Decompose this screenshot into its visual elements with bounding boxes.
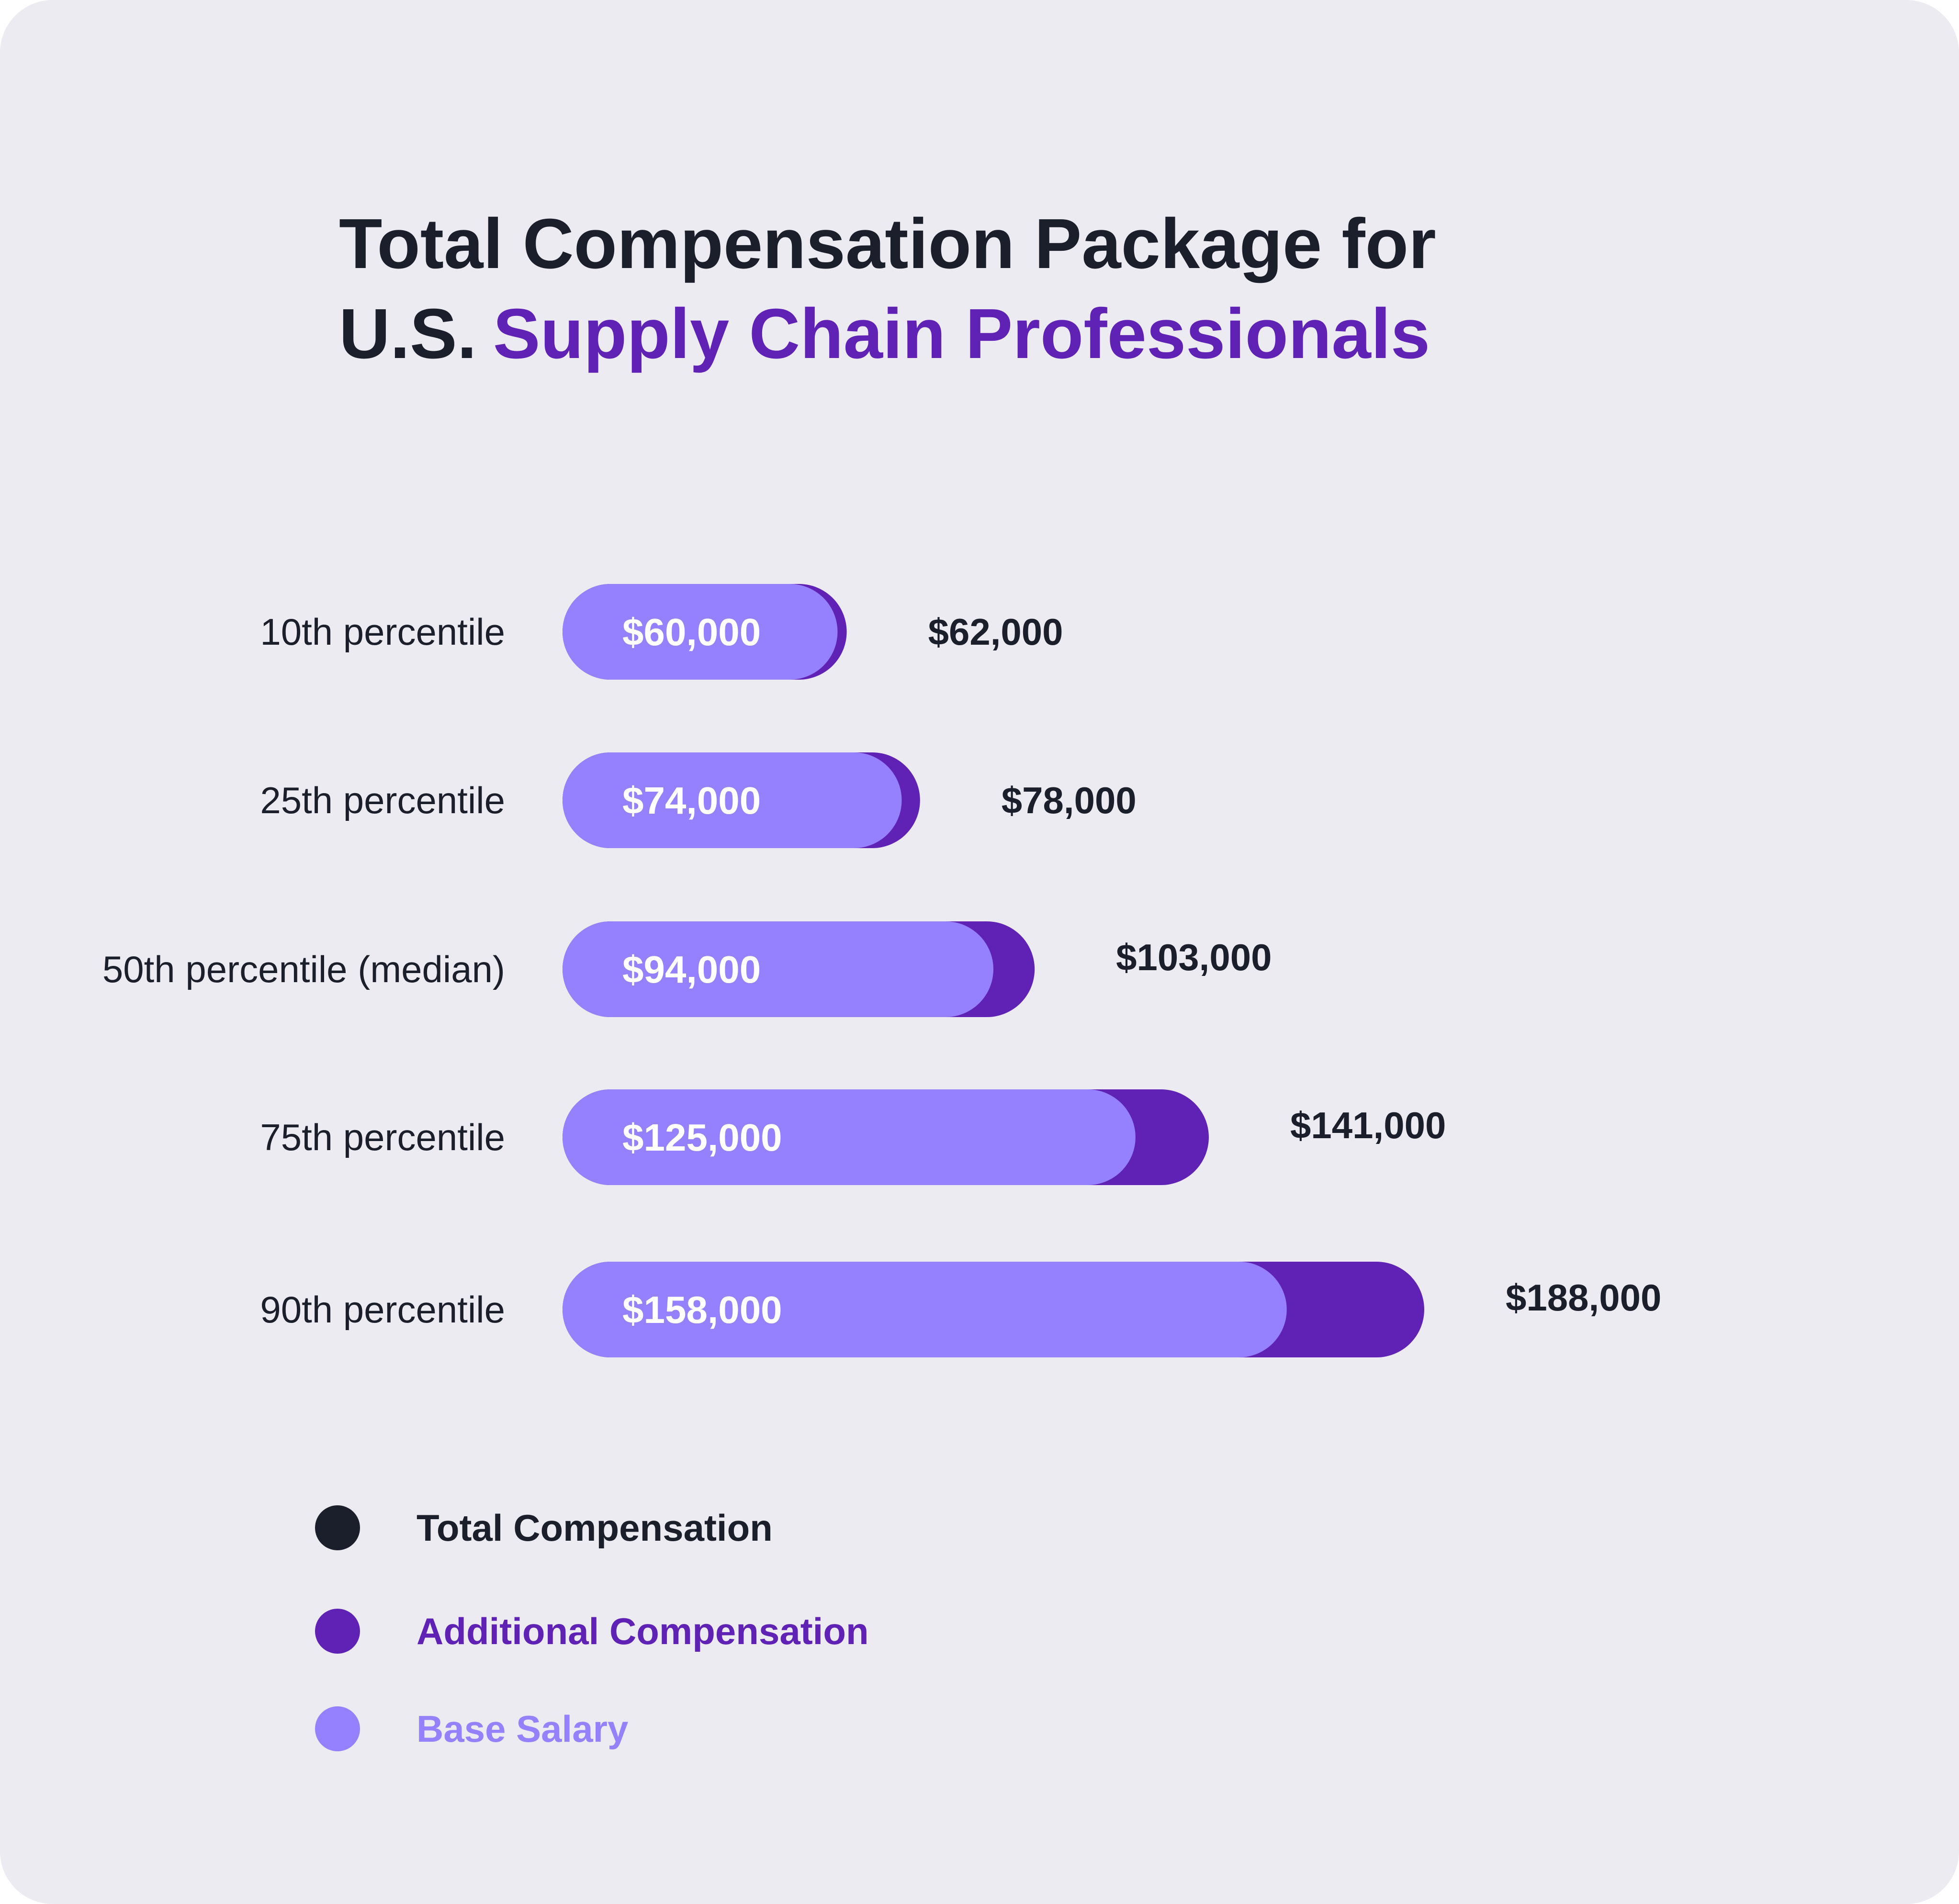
bar-base-salary — [563, 1089, 1136, 1185]
bar-base-salary — [563, 752, 902, 848]
bars-group: 10th percentile $60,000 $62,000 25th percen… — [102, 584, 1661, 1357]
chart-title-accent: Supply Chain Professionals — [493, 294, 1430, 373]
category-label: 10th percentile — [260, 611, 505, 653]
legend: Total Compensation Additional Compensatio… — [315, 1505, 869, 1751]
category-label: 25th percentile — [260, 779, 505, 821]
base-salary-label: $125,000 — [622, 1116, 782, 1159]
total-compensation-label: $62,000 — [928, 611, 1063, 653]
total-compensation-label: $103,000 — [1116, 936, 1272, 978]
chart-title-line1: Total Compensation Package for — [339, 204, 1436, 283]
category-label: 75th percentile — [260, 1116, 505, 1158]
legend-label-additional-compensation: Additional Compensation — [417, 1610, 869, 1652]
legend-swatch-total-compensation — [315, 1505, 360, 1550]
total-compensation-label: $141,000 — [1290, 1104, 1446, 1146]
base-salary-label: $60,000 — [622, 611, 761, 653]
total-compensation-label: $78,000 — [1002, 779, 1137, 821]
chart-title-line2: U.S. Supply Chain Professionals — [339, 294, 1430, 373]
category-label: 90th percentile — [260, 1288, 505, 1331]
category-label: 50th percentile (median) — [102, 948, 505, 990]
bar-base-salary — [563, 921, 993, 1017]
total-compensation-label: $188,000 — [1506, 1277, 1661, 1319]
base-salary-label: $74,000 — [622, 779, 761, 822]
legend-label-base-salary: Base Salary — [417, 1708, 628, 1750]
base-salary-label: $158,000 — [622, 1288, 782, 1331]
legend-swatch-additional-compensation — [315, 1609, 360, 1654]
bar-base-salary — [563, 1262, 1287, 1357]
base-salary-label: $94,000 — [622, 948, 761, 991]
legend-label-total-compensation: Total Compensation — [417, 1507, 773, 1549]
legend-swatch-base-salary — [315, 1706, 360, 1751]
chart-title-prefix: U.S. — [339, 294, 477, 373]
bar-base-salary — [563, 584, 838, 680]
